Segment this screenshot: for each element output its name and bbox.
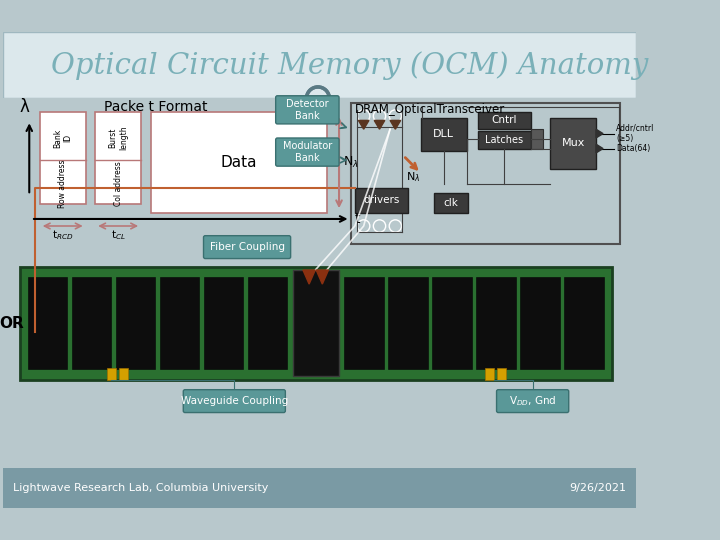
FancyBboxPatch shape xyxy=(477,277,516,369)
FancyBboxPatch shape xyxy=(421,118,467,151)
Text: Packe t Format: Packe t Format xyxy=(104,100,207,114)
FancyBboxPatch shape xyxy=(351,103,620,244)
Text: Row address: Row address xyxy=(58,159,67,208)
Text: Data: Data xyxy=(220,155,257,170)
Text: t: t xyxy=(355,212,361,226)
FancyBboxPatch shape xyxy=(497,390,569,413)
FancyBboxPatch shape xyxy=(160,277,199,369)
FancyBboxPatch shape xyxy=(115,277,155,369)
FancyBboxPatch shape xyxy=(107,368,115,380)
FancyBboxPatch shape xyxy=(478,131,531,148)
FancyBboxPatch shape xyxy=(3,32,636,98)
FancyBboxPatch shape xyxy=(531,129,543,149)
Polygon shape xyxy=(596,144,603,153)
Text: Addr/cntrl
(≥5): Addr/cntrl (≥5) xyxy=(616,124,654,143)
FancyBboxPatch shape xyxy=(498,368,506,380)
FancyBboxPatch shape xyxy=(485,368,494,380)
FancyBboxPatch shape xyxy=(355,188,408,213)
FancyBboxPatch shape xyxy=(40,112,86,204)
Polygon shape xyxy=(359,120,369,129)
Text: Optical Circuit Memory (OCM) Anatomy: Optical Circuit Memory (OCM) Anatomy xyxy=(51,51,649,80)
Polygon shape xyxy=(596,129,603,138)
FancyBboxPatch shape xyxy=(27,277,67,369)
FancyBboxPatch shape xyxy=(3,98,636,468)
Text: Cntrl: Cntrl xyxy=(492,116,517,125)
Text: Mux: Mux xyxy=(562,138,585,149)
Text: Lightwave Research Lab, Columbia University: Lightwave Research Lab, Columbia Univers… xyxy=(14,483,269,493)
FancyBboxPatch shape xyxy=(276,96,339,124)
FancyBboxPatch shape xyxy=(3,468,636,508)
FancyBboxPatch shape xyxy=(293,270,339,376)
FancyBboxPatch shape xyxy=(184,390,285,413)
FancyBboxPatch shape xyxy=(119,368,128,380)
Text: drivers: drivers xyxy=(363,195,400,206)
Text: t$_{CL}$: t$_{CL}$ xyxy=(111,228,125,242)
Circle shape xyxy=(309,90,327,107)
FancyBboxPatch shape xyxy=(204,277,243,369)
Text: Data(64): Data(64) xyxy=(616,144,650,153)
FancyBboxPatch shape xyxy=(95,112,141,204)
Text: Latches: Latches xyxy=(485,135,523,145)
Polygon shape xyxy=(374,120,384,129)
FancyBboxPatch shape xyxy=(276,138,339,166)
FancyBboxPatch shape xyxy=(564,277,604,369)
Text: DRAM_OpticalTransceiver: DRAM_OpticalTransceiver xyxy=(355,103,505,116)
FancyBboxPatch shape xyxy=(150,112,327,213)
Text: Bank
ID: Bank ID xyxy=(53,129,73,147)
FancyBboxPatch shape xyxy=(521,277,560,369)
FancyBboxPatch shape xyxy=(20,267,612,380)
FancyBboxPatch shape xyxy=(478,112,531,129)
Text: Col address: Col address xyxy=(114,161,122,206)
Polygon shape xyxy=(303,270,315,284)
FancyBboxPatch shape xyxy=(71,277,111,369)
FancyBboxPatch shape xyxy=(344,277,384,369)
Text: Detector
Bank: Detector Bank xyxy=(286,99,328,120)
Text: V$_{DD}$, Gnd: V$_{DD}$, Gnd xyxy=(509,394,557,408)
Text: clk: clk xyxy=(444,198,458,208)
Text: 9/26/2021: 9/26/2021 xyxy=(569,483,626,493)
Text: N$_λ$: N$_λ$ xyxy=(406,171,420,185)
Text: t$_{RCD}$: t$_{RCD}$ xyxy=(52,228,73,242)
Text: Modulator
Bank: Modulator Bank xyxy=(283,141,332,163)
Text: DLL: DLL xyxy=(433,130,454,139)
Text: Burst
length: Burst length xyxy=(109,126,128,150)
Text: Fiber Coupling: Fiber Coupling xyxy=(210,242,284,252)
Text: λ: λ xyxy=(19,98,29,116)
Text: OR: OR xyxy=(0,316,24,331)
FancyBboxPatch shape xyxy=(434,193,467,213)
Text: Waveguide Coupling: Waveguide Coupling xyxy=(181,396,288,406)
Text: N$_λ$: N$_λ$ xyxy=(343,155,359,170)
FancyBboxPatch shape xyxy=(550,118,596,169)
FancyBboxPatch shape xyxy=(432,277,472,369)
Polygon shape xyxy=(390,120,400,129)
FancyBboxPatch shape xyxy=(248,277,287,369)
Polygon shape xyxy=(316,270,328,284)
FancyBboxPatch shape xyxy=(204,235,291,259)
FancyBboxPatch shape xyxy=(388,277,428,369)
